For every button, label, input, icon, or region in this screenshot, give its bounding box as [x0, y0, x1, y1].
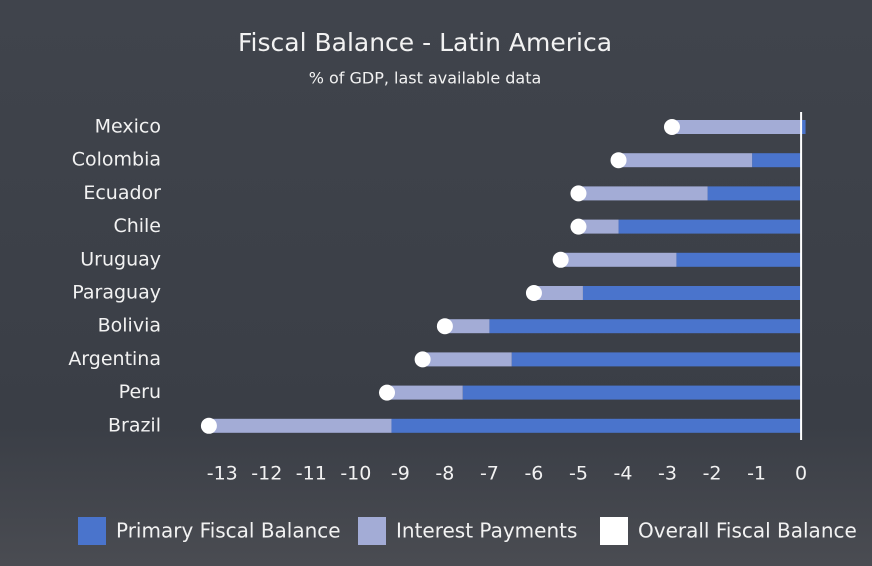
bar-segment [209, 419, 392, 433]
legend-swatch [358, 517, 386, 545]
x-tick-label: -13 [207, 463, 238, 485]
legend-swatch [78, 517, 106, 545]
x-tick-label: -5 [569, 463, 588, 485]
chart: Fiscal Balance - Latin America % of GDP,… [0, 0, 872, 566]
x-tick-label: -12 [251, 463, 282, 485]
page: {"chart_data": {"type": "stacked-bar-dot… [0, 0, 872, 566]
overall-dot [664, 119, 680, 135]
x-tick-label: -10 [340, 463, 371, 485]
overall-dot [570, 219, 586, 235]
bar-segment [619, 153, 753, 167]
legend-label: Interest Payments [396, 519, 577, 543]
category-label: Chile [113, 215, 161, 237]
overall-dot [379, 385, 395, 401]
overall-dot [201, 418, 217, 434]
x-tick-label: -1 [747, 463, 766, 485]
bar-segment [619, 220, 802, 234]
x-tick-label: 0 [795, 463, 807, 485]
category-label: Bolivia [98, 315, 161, 337]
bar-segment [583, 286, 801, 300]
bar-segment [676, 120, 801, 134]
bar-segment [752, 153, 801, 167]
legend-label: Overall Fiscal Balance [638, 519, 857, 543]
category-label: Uruguay [80, 248, 161, 270]
overall-dot [526, 285, 542, 301]
x-tick-label: -2 [703, 463, 722, 485]
bar-segment [512, 352, 801, 366]
bar-segment [387, 386, 463, 400]
category-label: Argentina [68, 348, 161, 370]
category-label: Mexico [95, 116, 161, 138]
overall-dot [415, 351, 431, 367]
x-tick-label: -7 [480, 463, 499, 485]
category-label: Ecuador [83, 182, 161, 204]
x-tick-label: -6 [524, 463, 543, 485]
legend-label: Primary Fiscal Balance [116, 519, 341, 543]
overall-dot [437, 318, 453, 334]
x-tick-label: -9 [391, 463, 410, 485]
bar-segment [463, 386, 801, 400]
category-label: Brazil [108, 414, 161, 436]
overall-dot [553, 252, 569, 268]
legend-swatch [600, 517, 628, 545]
bar-segment [578, 186, 707, 200]
category-label: Peru [119, 381, 161, 403]
bar-segment [708, 186, 802, 200]
bar-segment [423, 352, 512, 366]
overall-dot [570, 185, 586, 201]
x-tick-label: -3 [658, 463, 677, 485]
overall-dot [611, 152, 627, 168]
x-tick-label: -11 [296, 463, 327, 485]
bar-segment [391, 419, 801, 433]
category-label: Colombia [72, 149, 161, 171]
bar-segment [676, 253, 801, 267]
x-tick-label: -8 [435, 463, 454, 485]
chart-subtitle: % of GDP, last available data [309, 69, 542, 88]
x-tick-label: -4 [614, 463, 633, 485]
bar-segment [489, 319, 801, 333]
bar-segment [561, 253, 677, 267]
category-label: Paraguay [72, 282, 161, 304]
chart-title: Fiscal Balance - Latin America [238, 28, 612, 57]
